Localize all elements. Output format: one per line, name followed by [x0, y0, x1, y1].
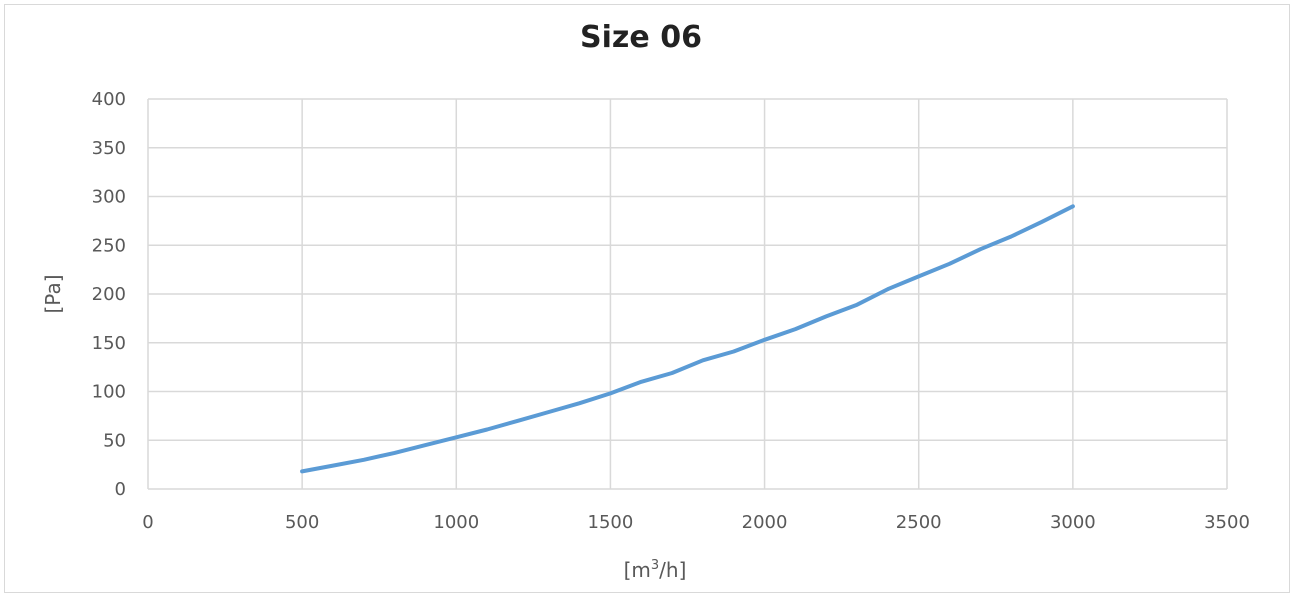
series-line — [300, 204, 1075, 474]
x-tick-labels: 0 500 1000 1500 2000 2500 3000 3500 — [142, 512, 1250, 533]
x-tick-label: 1000 — [433, 512, 479, 533]
x-tick-label: 1500 — [588, 512, 634, 533]
grid-layer — [147, 98, 1228, 490]
y-tick-label: 0 — [115, 479, 126, 500]
chart-svg: Size 06 0 50 100 150 200 250 300 350 400 0 500 100… — [41, 20, 1250, 582]
y-tick-label: 400 — [92, 89, 126, 110]
y-tick-label: 200 — [92, 284, 126, 305]
x-axis-label-exponent: 3 — [651, 558, 659, 573]
x-axis-label: [m3/h] — [624, 558, 687, 582]
x-tick-label: 2000 — [742, 512, 788, 533]
y-tick-label: 50 — [103, 430, 126, 451]
x-axis-label-unit: [m — [624, 558, 651, 582]
y-tick-label: 350 — [92, 138, 126, 159]
chart-frame: Size 06 0 50 100 150 200 250 300 350 400 0 500 100… — [4, 4, 1290, 593]
chart-title: Size 06 — [580, 20, 702, 55]
y-tick-label: 100 — [92, 382, 126, 403]
y-axis-label: [Pa] — [41, 274, 65, 313]
y-tick-label: 150 — [92, 333, 126, 354]
y-tick-label: 250 — [92, 235, 126, 256]
x-tick-label: 3500 — [1204, 512, 1250, 533]
x-tick-label: 2500 — [896, 512, 942, 533]
x-axis-label-suffix: /h] — [659, 558, 686, 582]
y-tick-labels: 0 50 100 150 200 250 300 350 400 — [92, 89, 126, 500]
x-tick-label: 3000 — [1050, 512, 1096, 533]
x-tick-label: 500 — [285, 512, 319, 533]
series-layer — [300, 204, 1075, 474]
y-tick-label: 300 — [92, 187, 126, 208]
x-tick-label: 0 — [142, 512, 153, 533]
